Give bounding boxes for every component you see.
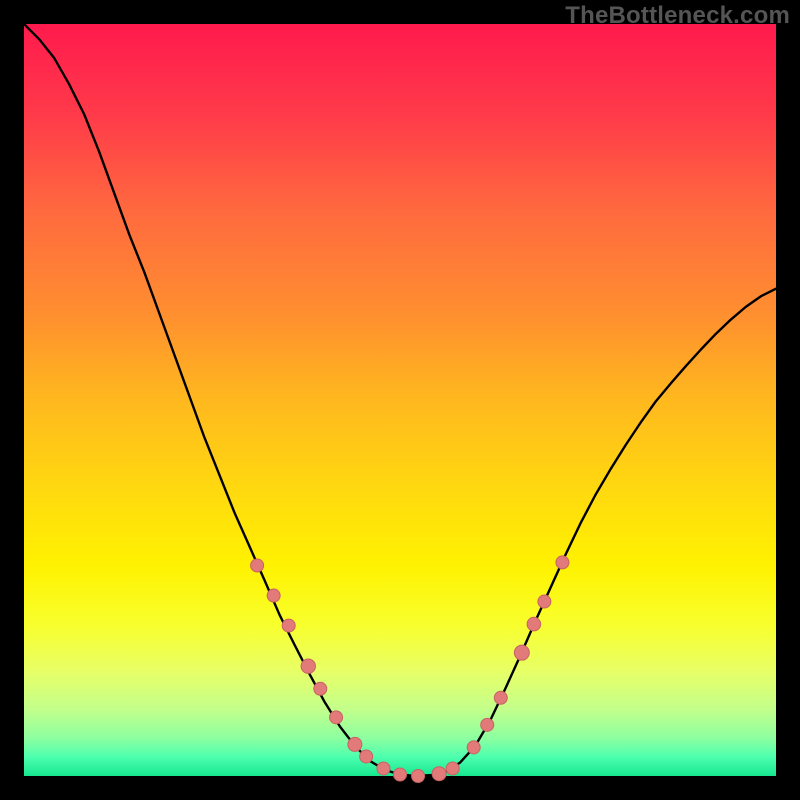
marker-point — [481, 718, 494, 731]
marker-point — [377, 762, 390, 775]
marker-point — [467, 741, 480, 754]
marker-point — [301, 659, 315, 673]
marker-point — [514, 645, 529, 660]
marker-point — [330, 711, 343, 724]
marker-point — [267, 589, 280, 602]
marker-point — [412, 770, 425, 783]
watermark-text: TheBottleneck.com — [565, 2, 790, 30]
marker-point — [556, 556, 569, 569]
marker-point — [494, 691, 507, 704]
marker-point — [348, 737, 362, 751]
marker-point — [360, 750, 373, 763]
marker-point — [314, 682, 327, 695]
marker-point — [251, 559, 264, 572]
chart-root: TheBottleneck.com — [0, 0, 800, 800]
marker-point — [538, 595, 551, 608]
marker-point — [394, 768, 407, 781]
marker-point — [432, 767, 446, 781]
marker-point — [527, 617, 541, 631]
chart-svg — [0, 0, 800, 800]
marker-point — [282, 619, 295, 632]
plot-area — [24, 24, 776, 776]
marker-point — [446, 762, 459, 775]
